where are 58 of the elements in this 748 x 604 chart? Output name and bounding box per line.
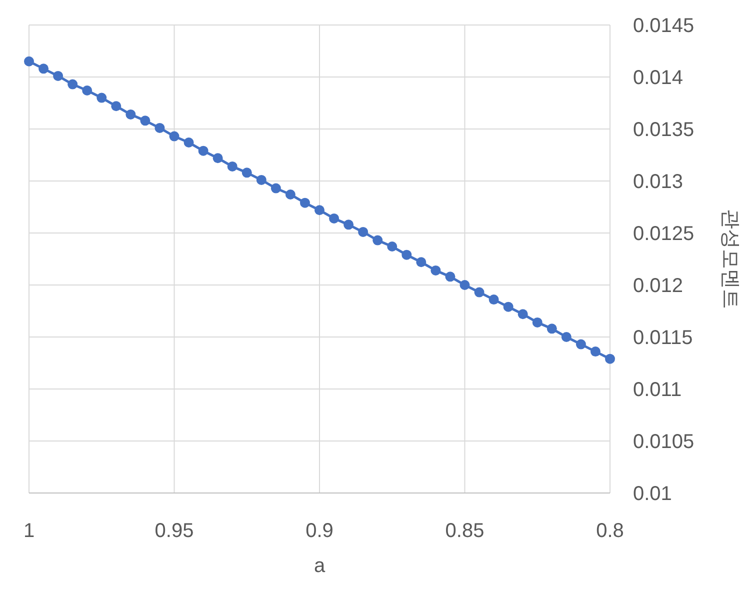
point [358, 226, 368, 237]
point [416, 257, 426, 268]
y2-tick-label: 0.013 [633, 171, 684, 193]
x-tick-label: 0.8 [596, 520, 624, 542]
point [82, 86, 92, 96]
point [140, 116, 150, 126]
point [111, 101, 122, 112]
point [96, 92, 107, 103]
point [270, 183, 281, 194]
point [184, 138, 194, 148]
y2-tick-label: 0.011 [633, 379, 682, 401]
x-tick-label: 0.95 [154, 520, 194, 542]
point [198, 146, 208, 156]
y2-tick-label: 0.014 [633, 67, 684, 89]
point [314, 205, 324, 216]
point [300, 198, 310, 208]
point [154, 122, 165, 133]
point [285, 190, 296, 200]
point [212, 153, 223, 164]
point [242, 168, 252, 178]
point [488, 294, 499, 305]
point [518, 309, 528, 320]
point [546, 324, 557, 334]
x-axis-title: a [314, 555, 326, 577]
point [460, 280, 470, 290]
point [402, 250, 412, 260]
y2-tick-label: 0.0105 [633, 431, 694, 453]
point [68, 79, 78, 90]
point [430, 265, 441, 276]
y2-tick-label: 0.01 [633, 483, 672, 505]
point [372, 235, 383, 246]
y2-tick-label: 0.0135 [633, 119, 694, 141]
point [329, 213, 340, 224]
point [474, 287, 484, 298]
x-tick-label: 1 [23, 520, 35, 542]
point [126, 109, 136, 120]
y2-tick-label: 0.012 [633, 275, 684, 297]
point [561, 332, 572, 342]
point [227, 161, 238, 172]
point [605, 354, 615, 364]
point [38, 64, 49, 74]
point [503, 302, 514, 312]
point [169, 131, 180, 142]
x-tick-label: 0.85 [445, 520, 484, 542]
y2-axis-title: 관성모멘트 [719, 209, 741, 309]
point [576, 339, 586, 350]
y2-tick-label: 0.0115 [633, 327, 693, 349]
point [445, 272, 456, 282]
point [344, 220, 354, 230]
point [53, 70, 64, 81]
x-tick-label: 0.9 [306, 520, 334, 542]
point [590, 346, 600, 357]
point [532, 317, 542, 328]
point [256, 174, 266, 185]
point [387, 242, 398, 252]
y2-tick-label: 0.0125 [633, 223, 694, 245]
point [24, 56, 34, 66]
y2-tick-label: 0.0145 [633, 15, 694, 37]
